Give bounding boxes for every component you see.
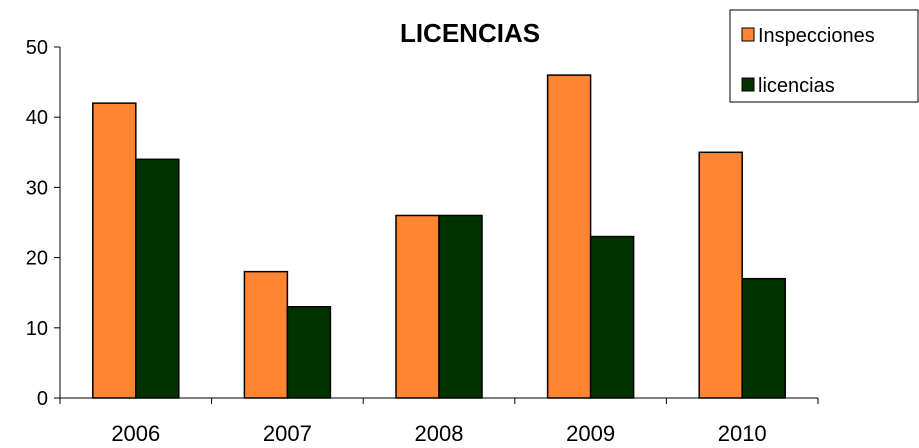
y-tick-label: 50 <box>26 37 48 59</box>
x-axis-ticks: 2006 2007 2008 2009 2010 <box>59 398 819 446</box>
bar-licencias-2009 <box>589 235 635 399</box>
y-axis-ticks: 0 10 20 30 40 50 <box>26 37 60 410</box>
bar-inspecciones-2007 <box>243 270 289 399</box>
bar-licencias-2007 <box>286 305 332 399</box>
x-category-label: 2009 <box>566 421 615 446</box>
y-tick-label: 10 <box>26 318 48 340</box>
bar-licencias-2010 <box>741 277 786 399</box>
bar-inspecciones-2010 <box>698 151 743 399</box>
bar-licencias-2006 <box>135 158 180 399</box>
legend-swatch-licencias <box>741 77 755 92</box>
y-tick-label: 0 <box>37 388 48 410</box>
legend-label-licencias: licencias <box>758 75 835 97</box>
x-category-label: 2008 <box>415 421 464 446</box>
y-tick-label: 40 <box>26 107 48 129</box>
y-tick-label: 20 <box>26 248 48 270</box>
bar-inspecciones-2009 <box>546 74 592 399</box>
x-category-label: 2007 <box>263 421 312 446</box>
legend-box <box>729 9 919 103</box>
legend-label-inspecciones: Inspecciones <box>758 25 875 47</box>
x-category-label: 2010 <box>718 421 767 446</box>
legend-swatch-inspecciones <box>741 27 755 42</box>
bar-licencias-2008 <box>438 214 483 399</box>
legend: Inspecciones licencias <box>729 9 919 103</box>
bar-inspecciones-2008 <box>395 214 440 399</box>
y-tick-label: 30 <box>26 177 48 199</box>
chart-title: LICENCIAS <box>400 18 540 48</box>
bars-group <box>92 74 786 399</box>
bar-inspecciones-2006 <box>92 102 137 399</box>
x-category-label: 2006 <box>111 421 160 446</box>
